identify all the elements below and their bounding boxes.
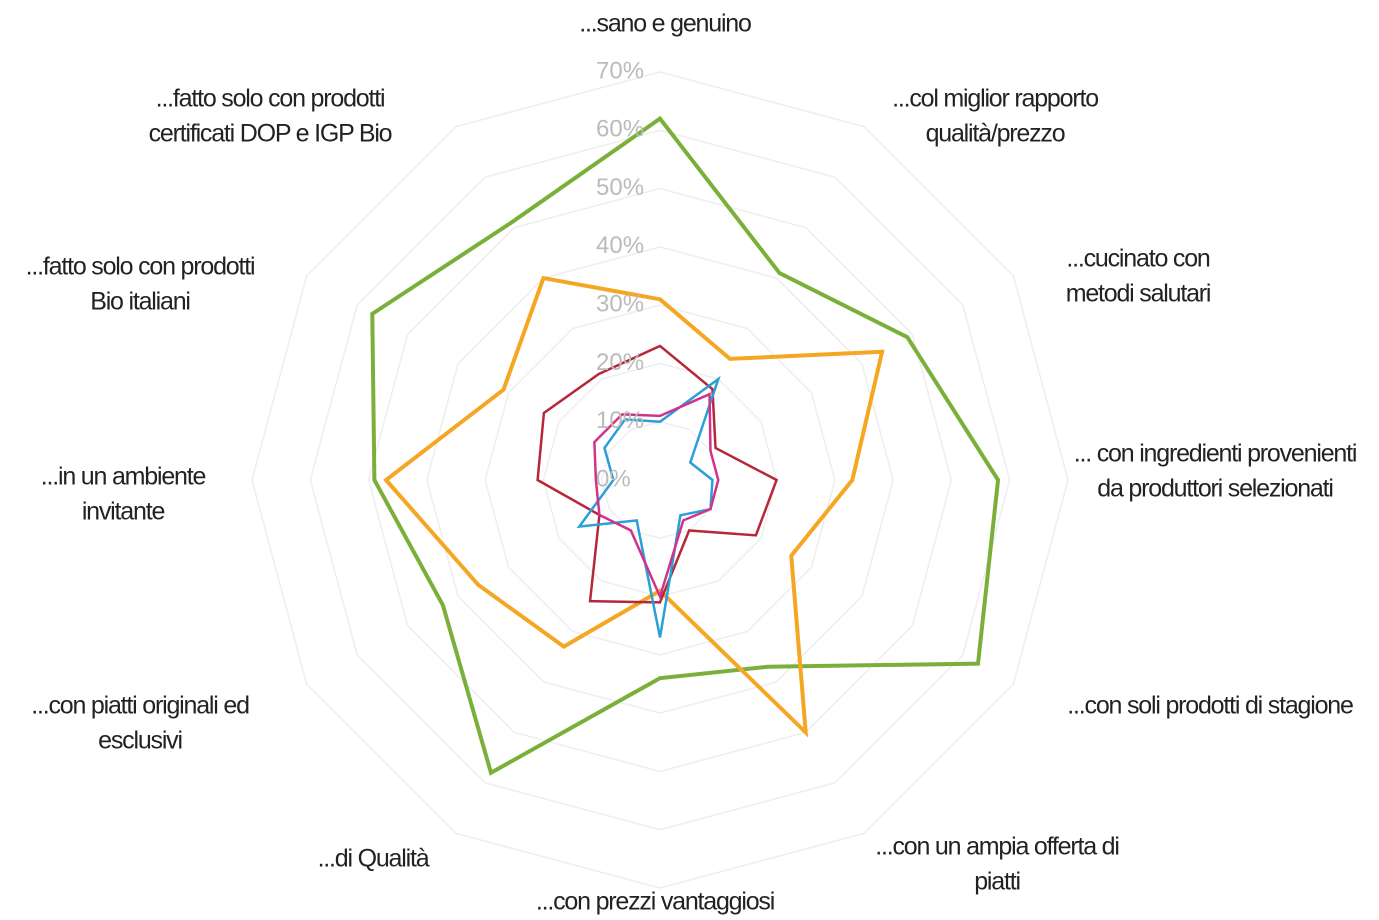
- category-label: ...cucinato con metodi salutari: [1066, 245, 1212, 308]
- r-tick-label: 0%: [596, 465, 631, 492]
- category-label-line: qualità/prezzo: [926, 120, 1065, 148]
- r-tick-label: 10%: [596, 407, 644, 434]
- category-label-line: da produttori selezionati: [1097, 475, 1332, 503]
- series-line: [370, 115, 1001, 776]
- r-tick-label: 30%: [596, 290, 644, 317]
- r-tick-label: 20%: [596, 349, 644, 376]
- category-label-line: certificati DOP e IGP Bio: [149, 120, 392, 148]
- category-label-line: ...fatto solo con prodotti: [26, 253, 255, 281]
- category-label-line: esclusivi: [98, 727, 182, 755]
- category-label-line: ...di Qualità: [318, 845, 430, 873]
- category-label: ...in un ambiente invitante: [41, 463, 207, 526]
- r-tick-label: 50%: [596, 174, 644, 201]
- grid-ring: [367, 187, 953, 773]
- category-label-line: ...con un ampia offerta di: [875, 833, 1119, 861]
- category-label-line: Bio italiani: [90, 288, 190, 316]
- series-line: [536, 344, 779, 604]
- category-label: ...fatto solo con prodotti Bio italiani: [26, 253, 256, 316]
- category-label-line: metodi salutari: [1066, 280, 1211, 308]
- category-label-line: ...con piatti originali ed: [31, 692, 249, 720]
- series-line: [383, 275, 885, 738]
- r-tick-label: 60%: [596, 116, 644, 143]
- category-label: ...con piatti originali ed esclusivi: [31, 692, 250, 755]
- category-label-line: ...con soli prodotti di stagione: [1067, 692, 1353, 720]
- r-tick-label: 70%: [596, 57, 644, 84]
- category-label: ... con ingredienti provenienti da produt…: [1074, 440, 1358, 503]
- category-label-line: ...con prezzi vantaggiosi: [536, 888, 774, 916]
- series-line: [576, 375, 721, 638]
- category-label: ...con un ampia offerta di piatti: [875, 833, 1120, 896]
- category-label-line: ...in un ambiente: [41, 463, 206, 491]
- category-label: ...fatto solo con prodotti certificati DO…: [149, 85, 393, 148]
- category-label-line: ...cucinato con: [1066, 245, 1210, 273]
- category-label: ...di Qualità: [318, 845, 431, 873]
- r-tick-label: 40%: [596, 232, 644, 259]
- category-label-line: ... con ingredienti provenienti: [1074, 440, 1356, 468]
- category-label-line: ...fatto solo con prodotti: [156, 85, 385, 113]
- category-label: ...col miglior rapporto qualità/prezzo: [892, 85, 1099, 148]
- grid-ring: [251, 71, 1069, 889]
- series-line: [593, 392, 720, 601]
- grid-ring: [426, 246, 894, 714]
- category-label-line: ...col miglior rapporto: [892, 85, 1098, 113]
- grid-ring: [309, 129, 1011, 831]
- grid-ring: [542, 362, 778, 598]
- category-label: ...sano e genuino: [579, 10, 752, 38]
- category-label-line: invitante: [82, 498, 165, 526]
- category-label-line: piatti: [974, 868, 1020, 896]
- category-label-line: ...sano e genuino: [579, 10, 751, 38]
- grid-ring: [484, 304, 836, 656]
- category-label: ...con soli prodotti di stagione: [1067, 692, 1354, 720]
- category-label: ...con prezzi vantaggiosi: [536, 888, 775, 916]
